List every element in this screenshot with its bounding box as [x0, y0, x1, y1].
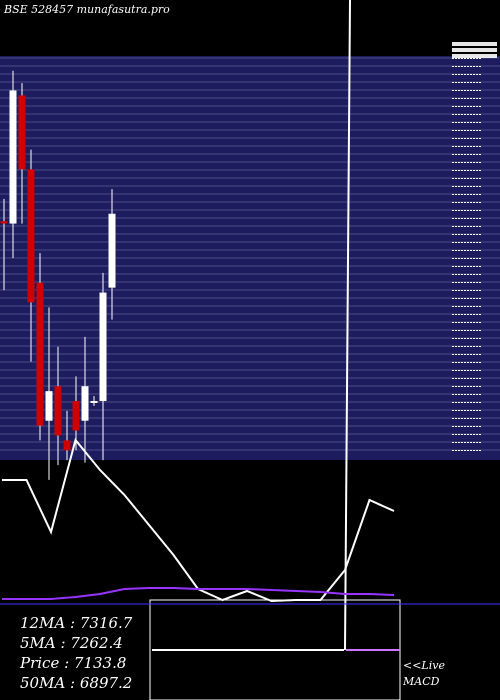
live-label: <<Live MACD: [403, 658, 445, 690]
candle-body: [18, 95, 26, 170]
macd-panel: [0, 437, 500, 605]
macd-line: [2, 437, 395, 603]
macd-label: MACD: [403, 675, 440, 688]
candle-body: [45, 391, 53, 421]
tick-label-mark: [452, 54, 497, 58]
candle-body: [54, 386, 62, 436]
tick-label-mark: [452, 48, 497, 52]
candle-body: [72, 401, 80, 431]
candle-body: [90, 401, 98, 403]
candle-body: [108, 213, 116, 288]
price-axis-ticks: [452, 42, 497, 451]
candle-body: [36, 282, 44, 426]
candle-body: [81, 386, 89, 421]
tick-label-mark: [452, 42, 497, 46]
candle-body: [63, 440, 71, 451]
chart-title: BSE 528457 munafasutra.pro: [4, 3, 170, 16]
candle-body: [9, 90, 17, 224]
candles: [0, 70, 116, 480]
stat-50ma: 50MA : 6897.2: [20, 674, 133, 692]
stat-12ma: 12MA : 7316.7: [20, 614, 133, 632]
live-link[interactable]: <<Live: [403, 659, 445, 672]
candle-body: [99, 292, 107, 401]
stat-price: Price : 7133.8: [20, 654, 127, 672]
separator-line: [344, 0, 351, 651]
candle-body: [0, 221, 8, 224]
signal-line: [2, 587, 395, 600]
stats-box: 12MA : 7316.7 5MA : 7262.4 Price : 7133.…: [20, 613, 132, 693]
stat-5ma: 5MA : 7262.4: [20, 634, 123, 652]
candle-body: [27, 169, 35, 303]
